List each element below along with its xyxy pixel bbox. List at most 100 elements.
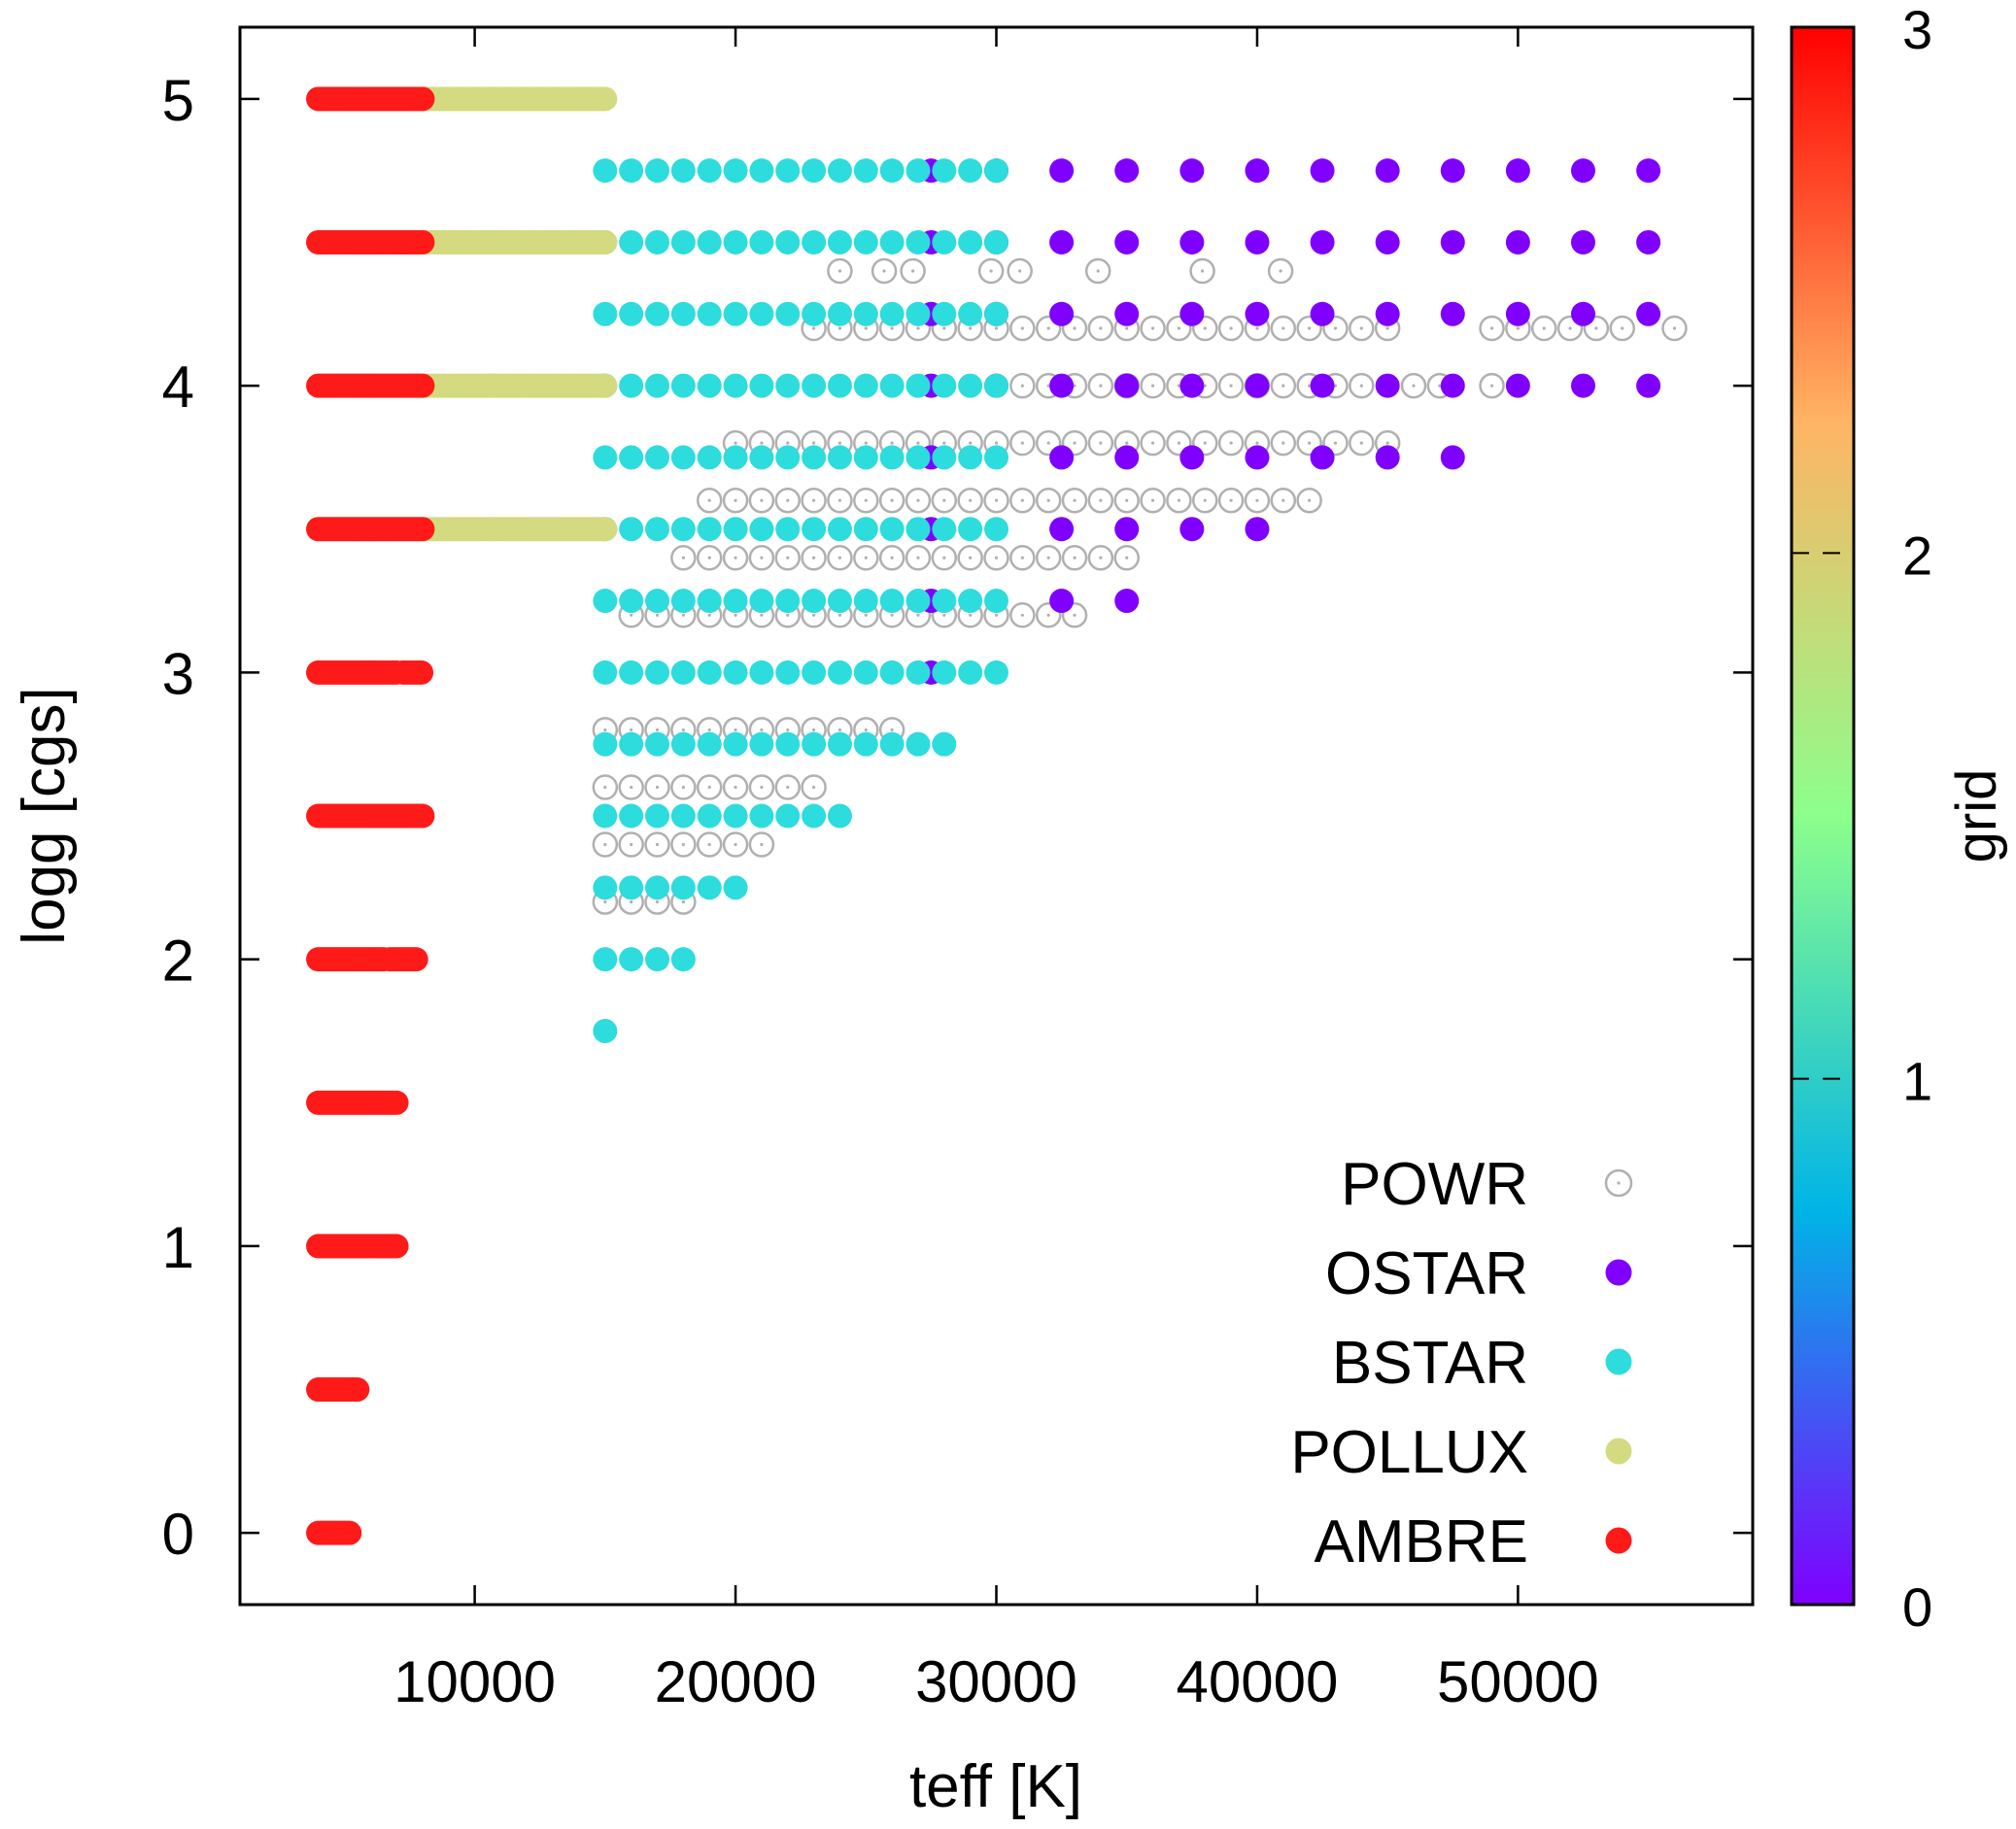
powr-point-center <box>811 441 816 445</box>
powr-point-center <box>1568 326 1572 330</box>
powr-point <box>1009 315 1036 342</box>
powr-point-center <box>1020 556 1024 559</box>
bstar-point <box>619 517 644 542</box>
powr-point-center <box>942 326 946 330</box>
powr-point-center <box>864 556 868 559</box>
powr-point-center <box>760 842 764 847</box>
colorbar-label: grid <box>1945 769 2008 864</box>
powr-point-center <box>681 899 685 904</box>
powr-point <box>1113 545 1140 571</box>
bstar-point <box>827 589 852 614</box>
powr-point <box>1556 315 1584 342</box>
bstar-point <box>697 158 722 184</box>
x-axis-label: teff [K] <box>909 1753 1082 1820</box>
powr-point-center <box>655 785 660 790</box>
bstar-point <box>775 301 801 326</box>
powr-point-center <box>1385 326 1389 330</box>
powr-point-center <box>1489 384 1494 388</box>
series-ambre <box>306 86 435 1545</box>
powr-point-center <box>1020 498 1024 502</box>
ambre-point <box>410 86 435 112</box>
bstar-point <box>932 373 957 398</box>
bstar-point <box>853 445 878 470</box>
y-axis: 0 1 2 3 4 5 <box>162 68 1753 1567</box>
bstar-point <box>958 660 983 685</box>
powr-point <box>1217 487 1245 514</box>
powr-point-center <box>1255 441 1259 445</box>
ostar-point <box>1114 445 1140 470</box>
ambre-point <box>410 229 435 254</box>
bstar-point <box>670 875 696 900</box>
powr-point <box>1061 487 1088 514</box>
powr-point <box>878 487 905 514</box>
powr-point-center <box>994 498 999 502</box>
y-tick-label: 3 <box>162 641 194 706</box>
powr-point <box>1400 372 1427 399</box>
bstar-point <box>853 589 878 614</box>
powr-point <box>1267 257 1294 285</box>
powr-point <box>748 831 775 858</box>
bstar-point <box>670 301 696 326</box>
bstar-point <box>619 947 644 972</box>
powr-point-center <box>1073 613 1076 617</box>
bstar-point <box>645 947 670 972</box>
powr-point-center <box>1046 384 1050 388</box>
powr-point-center <box>1308 498 1312 502</box>
powr-point <box>1087 315 1114 342</box>
powr-point-center <box>864 441 868 445</box>
bstar-point <box>827 517 852 542</box>
bstar-point <box>984 301 1008 326</box>
powr-point-center <box>1255 326 1259 330</box>
powr-point-center <box>681 613 685 617</box>
powr-point-center <box>1020 326 1024 330</box>
powr-point-center <box>1229 498 1233 502</box>
powr-point-center <box>1255 498 1259 502</box>
ambre-point <box>410 517 435 542</box>
bstar-point <box>802 301 827 326</box>
bstar-point <box>645 660 670 685</box>
colorbar-tick-label: 1 <box>1902 1051 1932 1112</box>
bstar-point <box>749 158 774 184</box>
powr-point-center <box>837 269 842 273</box>
bstar-point <box>645 731 670 757</box>
bstar-point <box>853 660 878 685</box>
bstar-point <box>775 158 801 184</box>
powr-point-center <box>603 899 607 904</box>
powr-point-center <box>786 785 790 790</box>
plot-marks <box>306 86 1688 1545</box>
ostar-point <box>1049 373 1075 398</box>
y-tick-label: 2 <box>162 929 194 994</box>
series-pollux <box>410 86 618 542</box>
powr-point <box>1140 372 1166 399</box>
powr-point <box>1349 429 1375 457</box>
bstar-point <box>853 373 878 398</box>
bstar-point <box>697 445 722 470</box>
powr-point-center <box>1046 556 1050 559</box>
bstar-point <box>670 229 696 254</box>
powr-point-center <box>1150 326 1155 330</box>
powr-point-center <box>1046 613 1050 617</box>
bstar-point <box>619 731 644 757</box>
bstar-point <box>958 301 983 326</box>
powr-point-center <box>1125 326 1129 330</box>
bstar-point <box>619 158 644 184</box>
powr-point <box>957 487 983 514</box>
powr-point-center <box>655 842 660 847</box>
ostar-point <box>1179 158 1205 184</box>
bstar-point <box>619 301 644 326</box>
x-tick-label: 40000 <box>1177 1649 1339 1714</box>
powr-point-center <box>1672 326 1677 330</box>
ambre-point <box>337 1520 362 1545</box>
x-tick-label: 10000 <box>393 1649 556 1714</box>
powr-point-center <box>837 326 842 330</box>
powr-point-center <box>994 326 999 330</box>
ostar-point <box>1114 229 1140 254</box>
powr-point-center <box>1516 326 1520 330</box>
powr-point-center <box>1099 498 1103 502</box>
pollux-point <box>593 229 618 254</box>
powr-point <box>853 487 879 514</box>
bstar-point <box>670 731 696 757</box>
powr-point <box>1061 602 1088 628</box>
bstar-point <box>905 589 931 614</box>
